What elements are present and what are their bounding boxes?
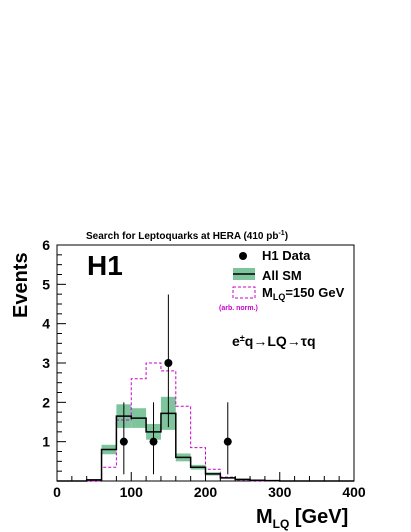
data-points <box>119 294 232 475</box>
legend-data-label: H1 Data <box>262 248 311 263</box>
y-axis-label: Events <box>10 252 32 318</box>
x-axis-label: MLQ [GeV] <box>256 506 348 531</box>
x-tick-label: 0 <box>53 484 61 500</box>
legend-lq-swatch <box>232 286 256 299</box>
legend: H1 Data All SM MLQ=150 GeV (arb. norm.) <box>219 248 345 312</box>
data-point-1 <box>149 437 158 446</box>
x-tick-label: 400 <box>342 484 366 500</box>
y-tick-label: 5 <box>42 276 50 292</box>
data-point-0 <box>119 437 128 446</box>
legend-data-marker <box>239 252 247 260</box>
y-tick-label: 4 <box>42 316 50 332</box>
x-tick-label: 100 <box>120 484 144 500</box>
y-tick-label: 3 <box>42 355 50 371</box>
x-axis-ticks: 0 100 200 300 400 <box>53 472 366 500</box>
x-tick-label: 300 <box>268 484 292 500</box>
y-tick-label: 2 <box>42 394 50 410</box>
y-axis-ticks: 1 2 3 4 5 6 <box>42 237 66 482</box>
data-point-2 <box>164 359 173 367</box>
legend-sm-label: All SM <box>262 268 302 283</box>
experiment-label: H1 <box>87 250 123 281</box>
process-label: e±q→LQ→τq <box>232 333 316 349</box>
data-point-3 <box>223 437 232 446</box>
x-tick-label: 200 <box>194 484 218 500</box>
legend-lq-label: MLQ=150 GeV <box>262 285 345 302</box>
y-tick-label: 1 <box>42 434 50 450</box>
chart-title: Search for Leptoquarks at HERA (410 pb-1… <box>86 230 288 242</box>
legend-lq-note: (arb. norm.) <box>219 305 258 312</box>
y-tick-label: 6 <box>42 237 50 253</box>
